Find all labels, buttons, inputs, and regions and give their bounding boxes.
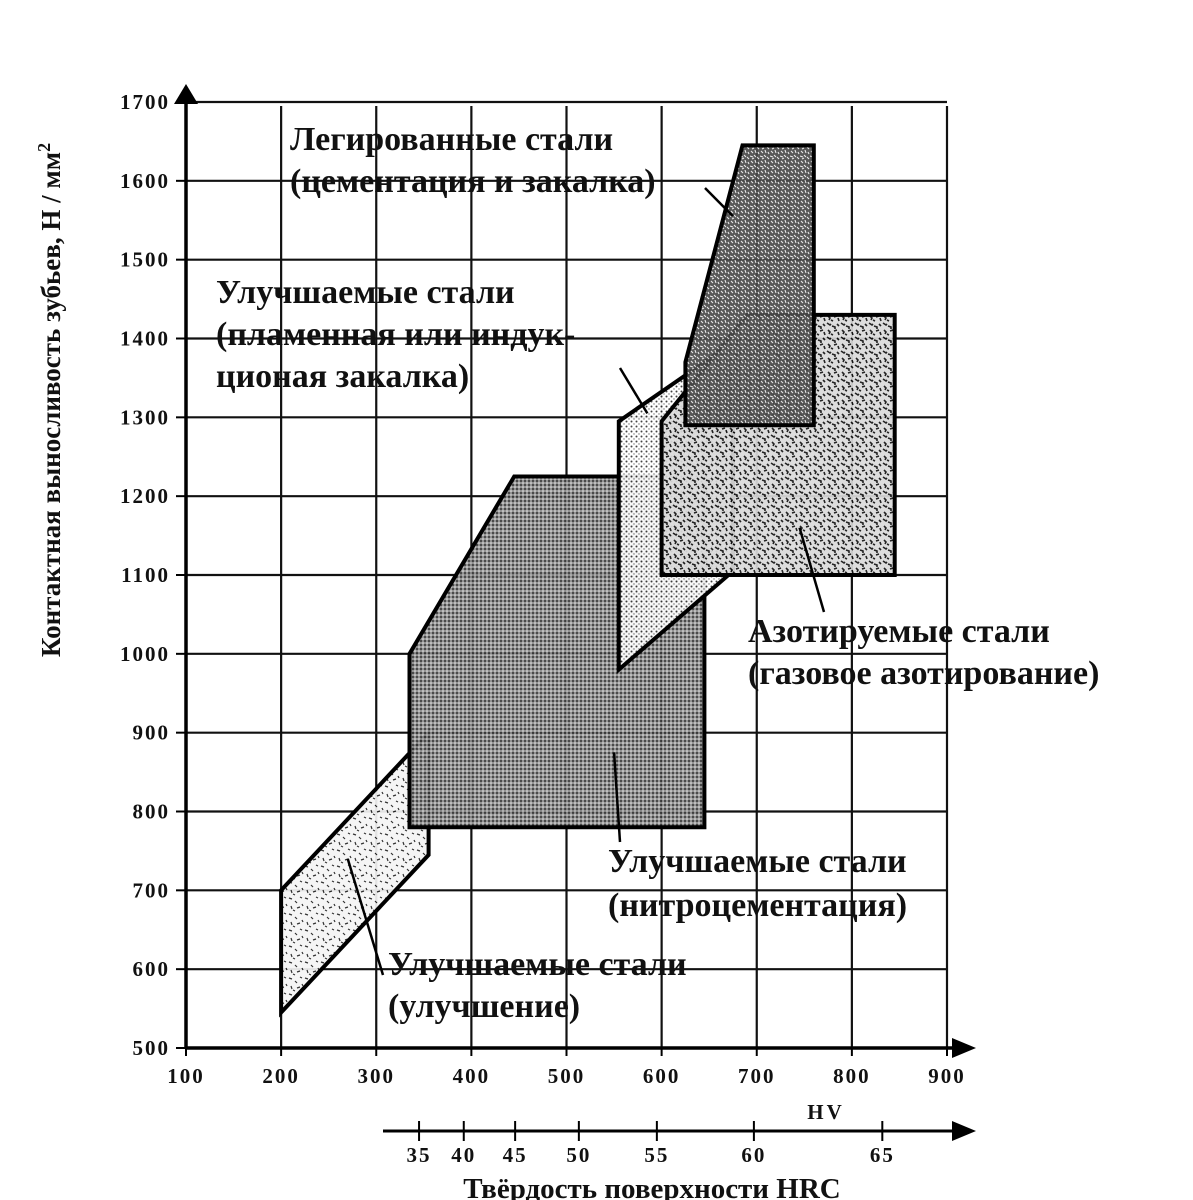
- x-tick-label: 900: [928, 1064, 966, 1088]
- y-tick-label: 1700: [120, 90, 170, 114]
- y-axis-title-text: Контактная выносливость зубьев, Н / мм: [36, 152, 66, 657]
- y-axis-arrow: [174, 84, 198, 104]
- y-tick-label: 700: [133, 878, 171, 902]
- hrc-tick-label: 60: [741, 1143, 766, 1167]
- y-tick-label: 1200: [120, 484, 170, 508]
- leader-line: [798, 527, 826, 613]
- region-label-3: Улучшаемые стали: [216, 274, 515, 311]
- y-tick-label: 1600: [120, 169, 170, 193]
- region-polygons: [279, 143, 897, 1018]
- hrc-axis-title: Твёрдость поверхности HRC: [463, 1173, 840, 1200]
- region-labels: Улучшаемые стали (улучшение) Улучшаемые ст…: [216, 121, 1099, 1025]
- y-tick-label: 800: [133, 800, 171, 824]
- x-tick-label: 800: [833, 1064, 871, 1088]
- region-label-4: (газовое азотирование): [748, 655, 1099, 692]
- y-tick-label: 1100: [121, 563, 170, 587]
- hrc-tick-label: 45: [503, 1143, 528, 1167]
- y-tick-label: 1300: [120, 405, 170, 429]
- y-axis-title: Контактная выносливость зубьев, Н / мм2: [34, 143, 66, 657]
- region-label-5: Легированные стали: [290, 121, 613, 158]
- region-label-3: (пламенная или индук-: [216, 316, 575, 353]
- y-tick-label: 1000: [120, 642, 170, 666]
- region-label-4: Азотируемые стали: [748, 613, 1050, 650]
- tick-labels: 500 600 700 800 900 1000 1100 1200 1300 1400 1500 1…: [120, 90, 966, 1167]
- x-tick-label: 500: [548, 1064, 586, 1088]
- x-tick-label: 100: [167, 1064, 205, 1088]
- y-tick-label: 500: [133, 1036, 171, 1060]
- y-axis-title-superscript: 2: [34, 143, 54, 152]
- x-tick-label: 400: [453, 1064, 491, 1088]
- region-label-3: ционая закалка): [216, 358, 469, 395]
- region-label-2: (нитроцементация): [608, 887, 907, 924]
- y-tick-label: 1500: [120, 248, 170, 272]
- y-tick-label: 600: [133, 957, 171, 981]
- hrc-axis-arrow: [952, 1121, 976, 1141]
- x-tick-label: 600: [643, 1064, 681, 1088]
- x-axis-arrow: [952, 1038, 976, 1058]
- x-tick-label: 200: [262, 1064, 300, 1088]
- leader-line: [704, 187, 734, 218]
- y-tick-label: 900: [133, 721, 171, 745]
- leader-line: [618, 367, 649, 415]
- y-tick-label: 1400: [120, 327, 170, 351]
- leader-line: [346, 858, 385, 976]
- hrc-tick-label: 35: [407, 1143, 432, 1167]
- hrc-tick-label: 50: [566, 1143, 591, 1167]
- x-tick-label: 300: [358, 1064, 396, 1088]
- x-axis-title: HV: [807, 1100, 845, 1124]
- region-label-1: (улучшение): [388, 988, 580, 1025]
- hrc-tick-label: 40: [451, 1143, 476, 1167]
- axes: [174, 84, 976, 1141]
- x-tick-label: 700: [738, 1064, 776, 1088]
- leader-lines: [346, 187, 826, 976]
- region-label-2: Улучшаемые стали: [608, 843, 907, 880]
- hrc-tick-label: 65: [870, 1143, 895, 1167]
- hrc-tick-label: 55: [644, 1143, 669, 1167]
- region-5: [683, 143, 816, 428]
- region-label-5: (цементация и закалка): [290, 163, 656, 200]
- region-label-1: Улучшаемые стали: [388, 946, 687, 983]
- leader-line: [612, 752, 622, 843]
